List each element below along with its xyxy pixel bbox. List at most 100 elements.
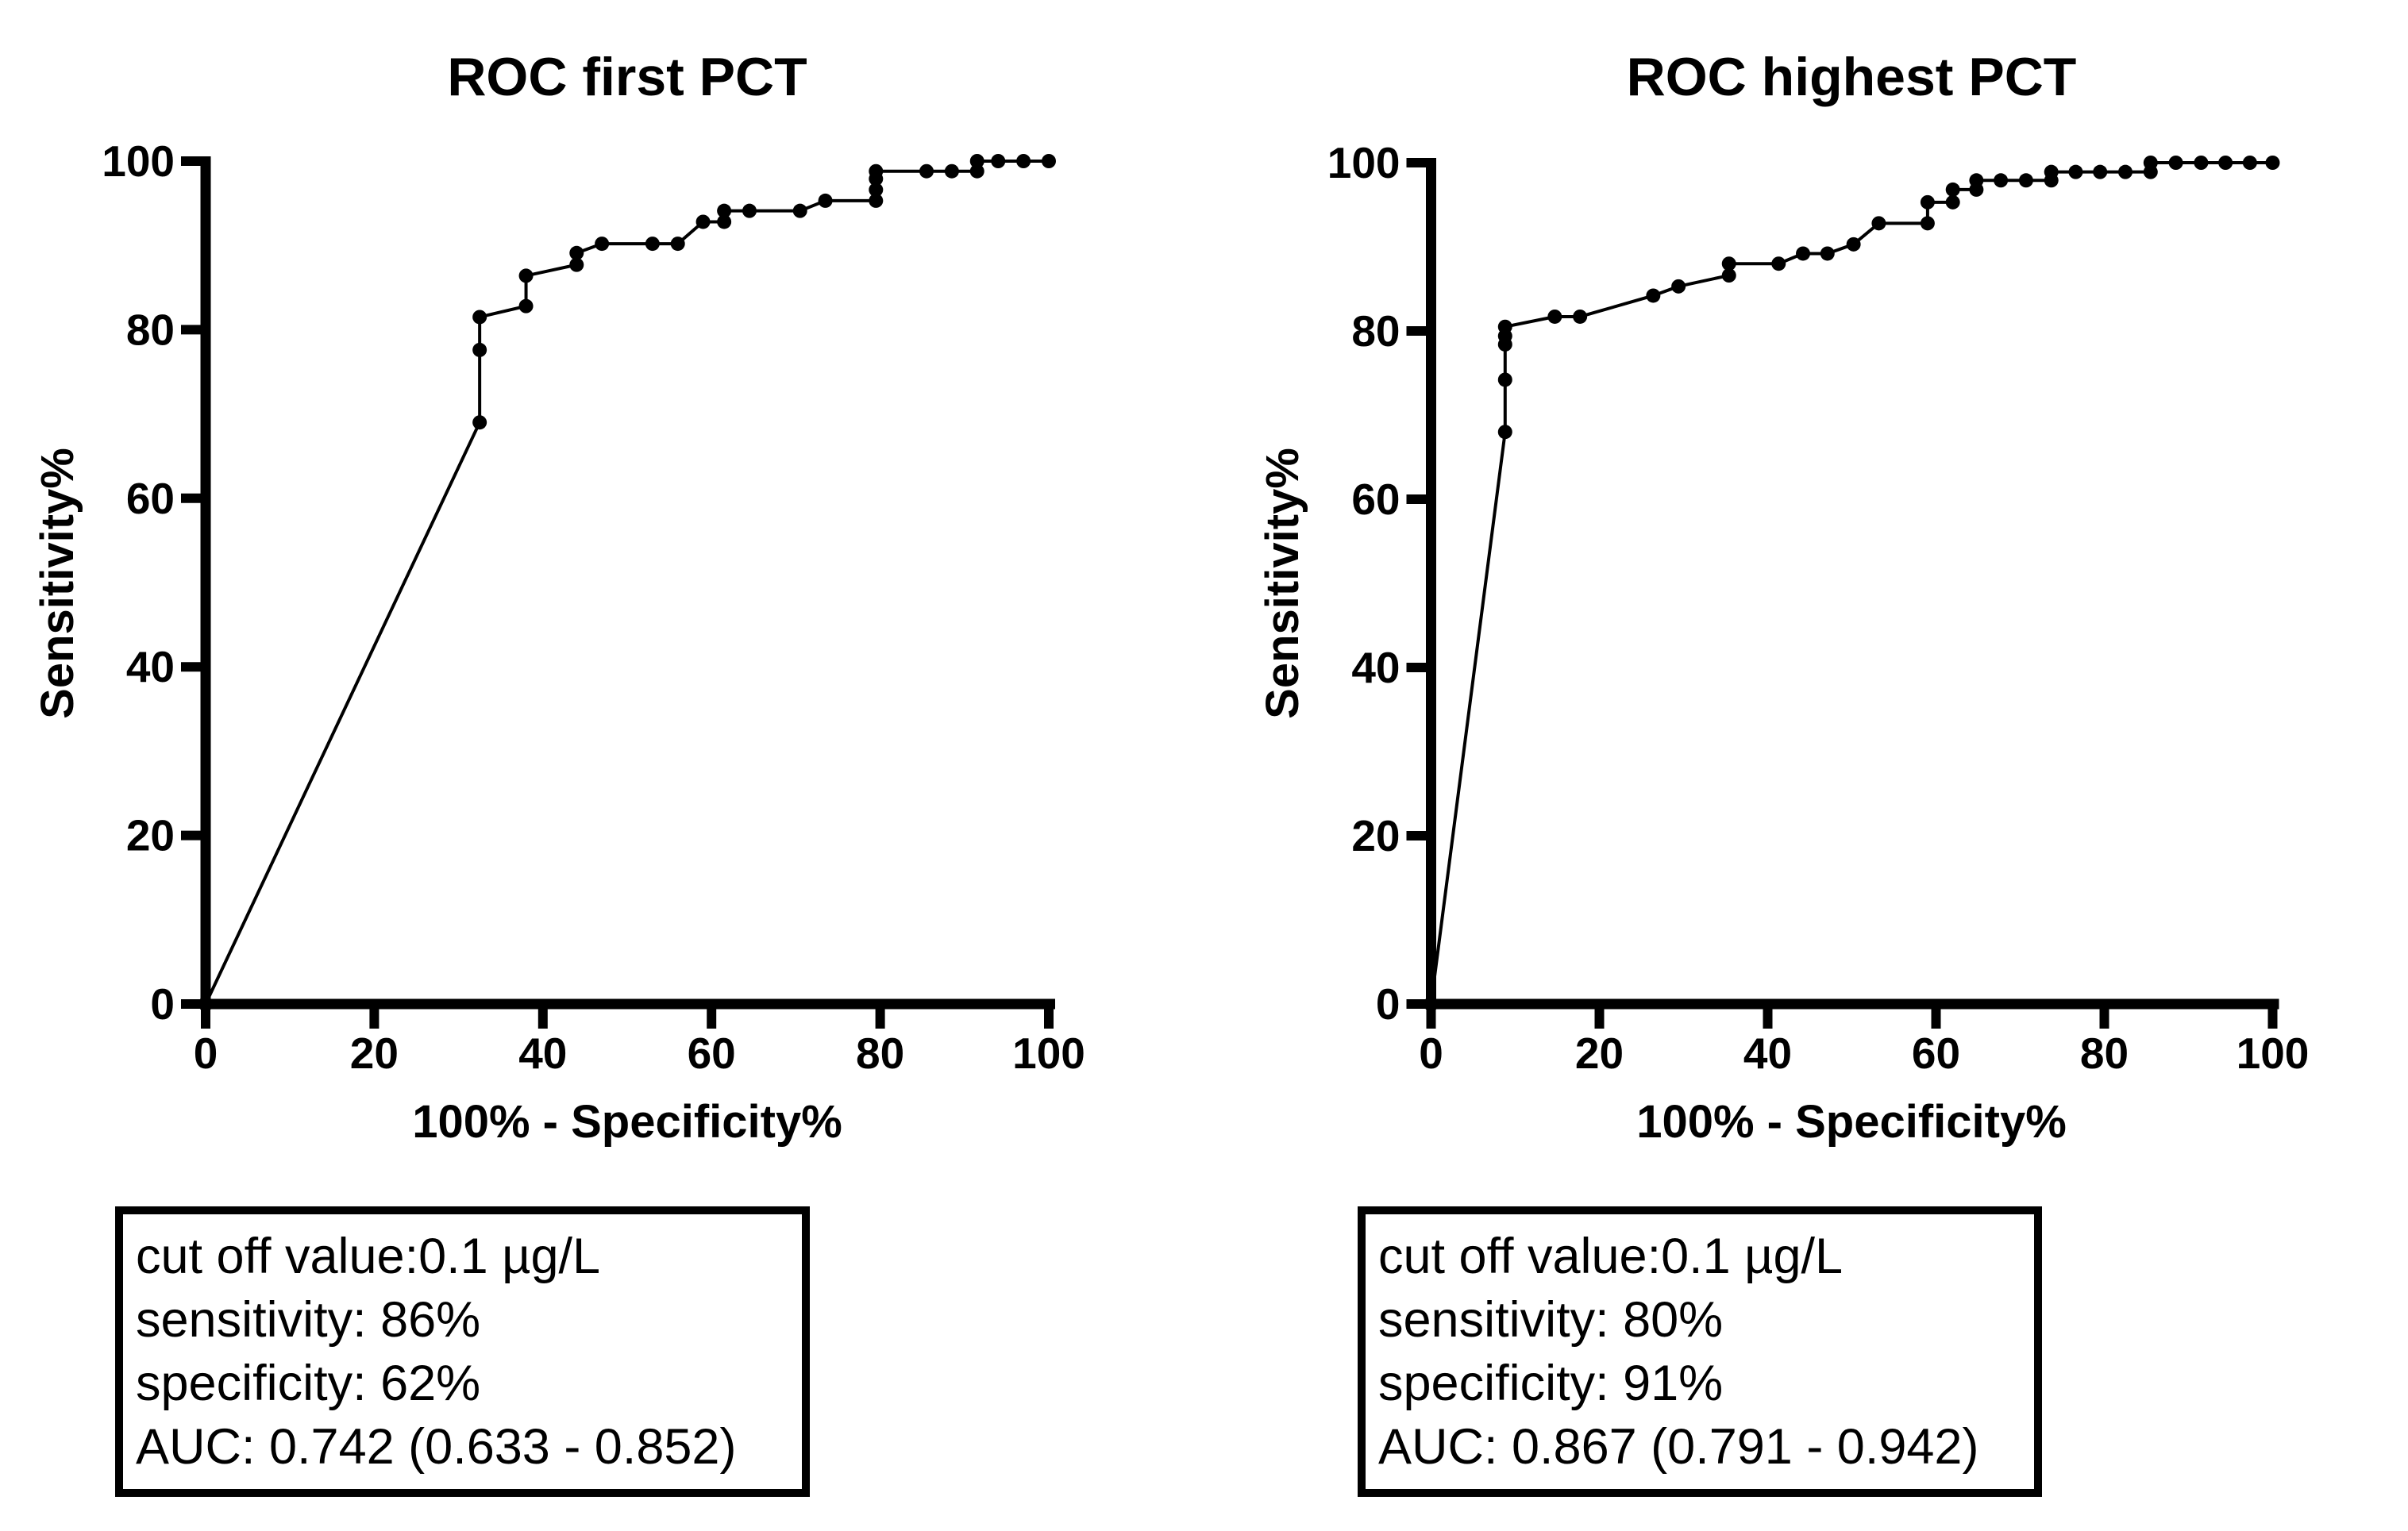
- data-point-marker: [1969, 173, 1984, 188]
- y-tick-label: 80: [1351, 306, 1400, 356]
- x-tick-label: 60: [1912, 1029, 1960, 1078]
- data-point-marker: [1547, 309, 1562, 324]
- data-point-marker: [1497, 425, 1512, 440]
- data-point-marker: [1646, 288, 1661, 303]
- x-tick-label: 80: [856, 1029, 904, 1078]
- stats-line-specificity: specificity: 91%: [1378, 1356, 1724, 1411]
- data-point-marker: [2242, 156, 2257, 170]
- data-point-marker: [717, 203, 732, 218]
- stats-line-sensitivity: sensitivity: 86%: [136, 1292, 481, 1348]
- data-point-marker: [2218, 156, 2233, 170]
- data-point-marker: [969, 154, 984, 168]
- data-point-marker: [670, 237, 685, 252]
- data-point-marker: [2068, 164, 2083, 179]
- stats-line-cutoff: cut off value:0.1 µg/L: [1378, 1229, 1844, 1284]
- data-point-marker: [2194, 156, 2209, 170]
- y-tick-label: 100: [1327, 138, 1400, 187]
- data-point-marker: [1846, 237, 1861, 252]
- x-tick-label: 40: [518, 1029, 567, 1078]
- data-point-marker: [1671, 279, 1686, 294]
- x-tick-label: 40: [1743, 1029, 1792, 1078]
- data-point-marker: [1945, 194, 1960, 210]
- data-point-marker: [472, 310, 487, 325]
- y-axis-title-first-pct: Sensitivity%: [32, 448, 83, 719]
- data-point-marker: [472, 342, 487, 357]
- stats-line-auc: AUC: 0.742 (0.633 - 0.852): [136, 1419, 737, 1475]
- data-point-marker: [1016, 154, 1031, 168]
- data-point-marker: [869, 183, 884, 198]
- data-point-marker: [569, 245, 584, 260]
- data-point-marker: [2168, 156, 2183, 170]
- data-point-marker: [2118, 164, 2133, 179]
- data-point-marker: [2044, 164, 2059, 179]
- roc-curve: [1429, 161, 2273, 1005]
- x-axis-title-first-pct: 100% - Specificity%: [412, 1096, 842, 1148]
- x-tick-label: 80: [2080, 1029, 2129, 1078]
- data-point-marker: [518, 298, 534, 314]
- data-point-marker: [518, 268, 534, 283]
- x-tick-label: 0: [1419, 1029, 1443, 1078]
- x-axis-title-highest-pct: 100% - Specificity%: [1636, 1096, 2067, 1148]
- data-point-marker: [1820, 246, 1835, 261]
- data-point-marker: [869, 163, 884, 179]
- chart-title-highest-pct: ROC highest PCT: [1627, 47, 2077, 107]
- data-point-marker: [695, 214, 711, 229]
- y-tick-label: 100: [102, 137, 175, 186]
- data-point-marker: [1042, 154, 1056, 168]
- stats-line-specificity: specificity: 62%: [136, 1356, 481, 1411]
- stats-box-highest-pct: cut off value:0.1 µg/L sensitivity: 80% …: [1358, 1206, 2042, 1497]
- data-point-marker: [1920, 194, 1935, 210]
- stats-line-cutoff: cut off value:0.1 µg/L: [136, 1229, 601, 1284]
- data-point-marker: [645, 237, 660, 252]
- x-tick-label: 60: [688, 1029, 736, 1078]
- data-point-marker: [1497, 372, 1512, 387]
- x-tick-label: 100: [2237, 1029, 2310, 1078]
- roc-chart-first-pct: ROC first PCT 100% - Specificity% Sensit…: [32, 47, 1085, 1148]
- x-tick-label: 100: [1012, 1029, 1085, 1078]
- data-point-marker: [1497, 319, 1512, 334]
- plot-area-highest-pct: 0 20 40 60 80 100 0 20 40 60 80 100: [1327, 138, 2310, 1078]
- data-point-marker: [595, 237, 610, 252]
- x-tick-label: 0: [194, 1029, 218, 1078]
- data-point-marker: [1920, 216, 1935, 231]
- y-tick-label: 40: [1351, 643, 1400, 692]
- x-tick-label: 20: [350, 1029, 399, 1078]
- data-point-marker: [1994, 173, 2009, 188]
- data-point-marker: [717, 214, 732, 229]
- data-point-marker: [818, 193, 833, 208]
- y-tick-label: 40: [126, 642, 175, 691]
- data-point-marker: [919, 163, 934, 179]
- data-point-marker: [792, 203, 807, 218]
- data-point-marker: [1871, 216, 1886, 231]
- y-tick-label: 0: [150, 979, 175, 1029]
- data-point-marker: [1945, 182, 1960, 197]
- y-tick-label: 20: [1351, 811, 1400, 860]
- stats-line-auc: AUC: 0.867 (0.791 - 0.942): [1378, 1419, 1979, 1475]
- data-point-marker: [742, 203, 757, 218]
- data-point-marker: [869, 193, 884, 208]
- stats-line-sensitivity: sensitivity: 80%: [1378, 1292, 1724, 1348]
- y-tick-label: 60: [1351, 475, 1400, 524]
- plot-area-first-pct: 0 20 40 60 80 100 0 20 40 60 80 100: [102, 137, 1085, 1078]
- data-point-marker: [1796, 246, 1811, 261]
- y-tick-label: 0: [1376, 979, 1400, 1029]
- data-point-marker: [2265, 156, 2280, 170]
- data-point-marker: [472, 415, 487, 430]
- roc-chart-highest-pct: ROC highest PCT 100% - Specificity% Sens…: [1257, 47, 2309, 1148]
- y-tick-label: 60: [126, 474, 175, 523]
- data-point-marker: [1573, 309, 1588, 324]
- y-tick-label: 20: [126, 811, 175, 860]
- data-point-marker: [944, 163, 959, 179]
- data-point-marker: [2143, 156, 2158, 170]
- roc-curve: [204, 160, 1049, 1005]
- data-point-marker: [2018, 173, 2033, 188]
- data-point-marker: [569, 257, 584, 272]
- stats-box-first-pct: cut off value:0.1 µg/L sensitivity: 86% …: [115, 1206, 810, 1497]
- data-point-marker: [1721, 268, 1736, 283]
- data-point-marker: [2093, 164, 2108, 179]
- data-point-marker: [991, 154, 1006, 168]
- data-point-marker: [1721, 256, 1736, 271]
- y-axis-title-highest-pct: Sensitivity%: [1257, 448, 1308, 719]
